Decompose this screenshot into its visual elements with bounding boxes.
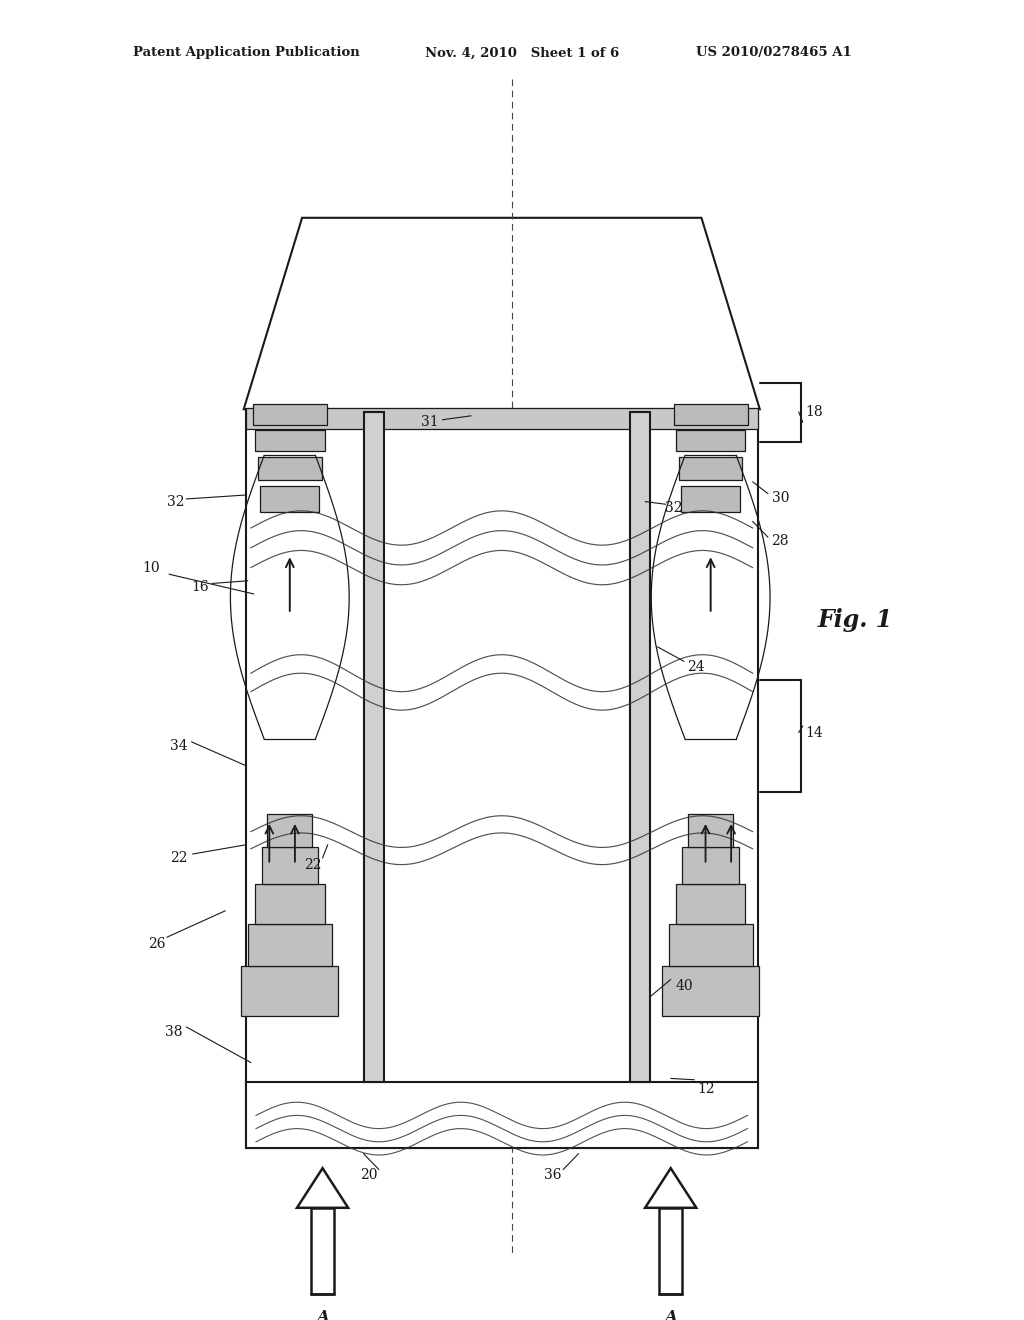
Text: 18: 18	[805, 405, 823, 418]
Text: 30: 30	[771, 491, 790, 504]
Text: 32: 32	[665, 502, 683, 515]
Bar	[676, 430, 745, 451]
Text: US 2010/0278465 A1: US 2010/0278465 A1	[696, 46, 852, 59]
Bar	[246, 409, 758, 1148]
Text: 12: 12	[697, 1082, 716, 1096]
Text: 16: 16	[190, 581, 209, 594]
Text: 26: 26	[147, 937, 166, 950]
Bar	[246, 1082, 758, 1148]
Text: 22: 22	[303, 858, 322, 871]
Text: 24: 24	[687, 660, 706, 673]
Text: 20: 20	[359, 1168, 378, 1181]
Text: A: A	[316, 1309, 329, 1320]
Bar	[682, 847, 739, 884]
Text: Patent Application Publication: Patent Application Publication	[133, 46, 359, 59]
Bar	[688, 814, 733, 847]
Text: 32: 32	[167, 495, 185, 508]
Bar	[242, 966, 338, 1016]
Text: 40: 40	[675, 979, 693, 993]
Bar	[255, 884, 325, 924]
Bar	[681, 486, 740, 512]
Text: Nov. 4, 2010   Sheet 1 of 6: Nov. 4, 2010 Sheet 1 of 6	[425, 46, 620, 59]
Text: 34: 34	[170, 739, 188, 752]
Bar	[311, 1208, 334, 1294]
Text: 31: 31	[421, 416, 439, 429]
Bar	[246, 408, 758, 429]
Bar	[248, 924, 332, 966]
Bar	[253, 404, 327, 425]
Bar	[630, 412, 650, 1082]
Text: 28: 28	[771, 535, 790, 548]
Bar	[364, 412, 384, 1082]
Text: 22: 22	[170, 851, 188, 865]
Text: 36: 36	[544, 1168, 562, 1181]
Bar	[267, 814, 312, 847]
Text: A: A	[665, 1309, 677, 1320]
Bar	[676, 884, 745, 924]
Text: Fig. 1: Fig. 1	[817, 609, 893, 632]
Text: 10: 10	[142, 561, 161, 574]
Bar	[674, 404, 748, 425]
Bar	[662, 966, 759, 1016]
Bar	[258, 457, 322, 480]
Bar	[679, 457, 742, 480]
Bar	[669, 924, 753, 966]
Bar	[261, 847, 317, 884]
Bar	[659, 1208, 682, 1294]
Text: 14: 14	[805, 726, 823, 739]
Bar	[260, 486, 319, 512]
Bar	[255, 430, 325, 451]
Text: 38: 38	[165, 1026, 183, 1039]
